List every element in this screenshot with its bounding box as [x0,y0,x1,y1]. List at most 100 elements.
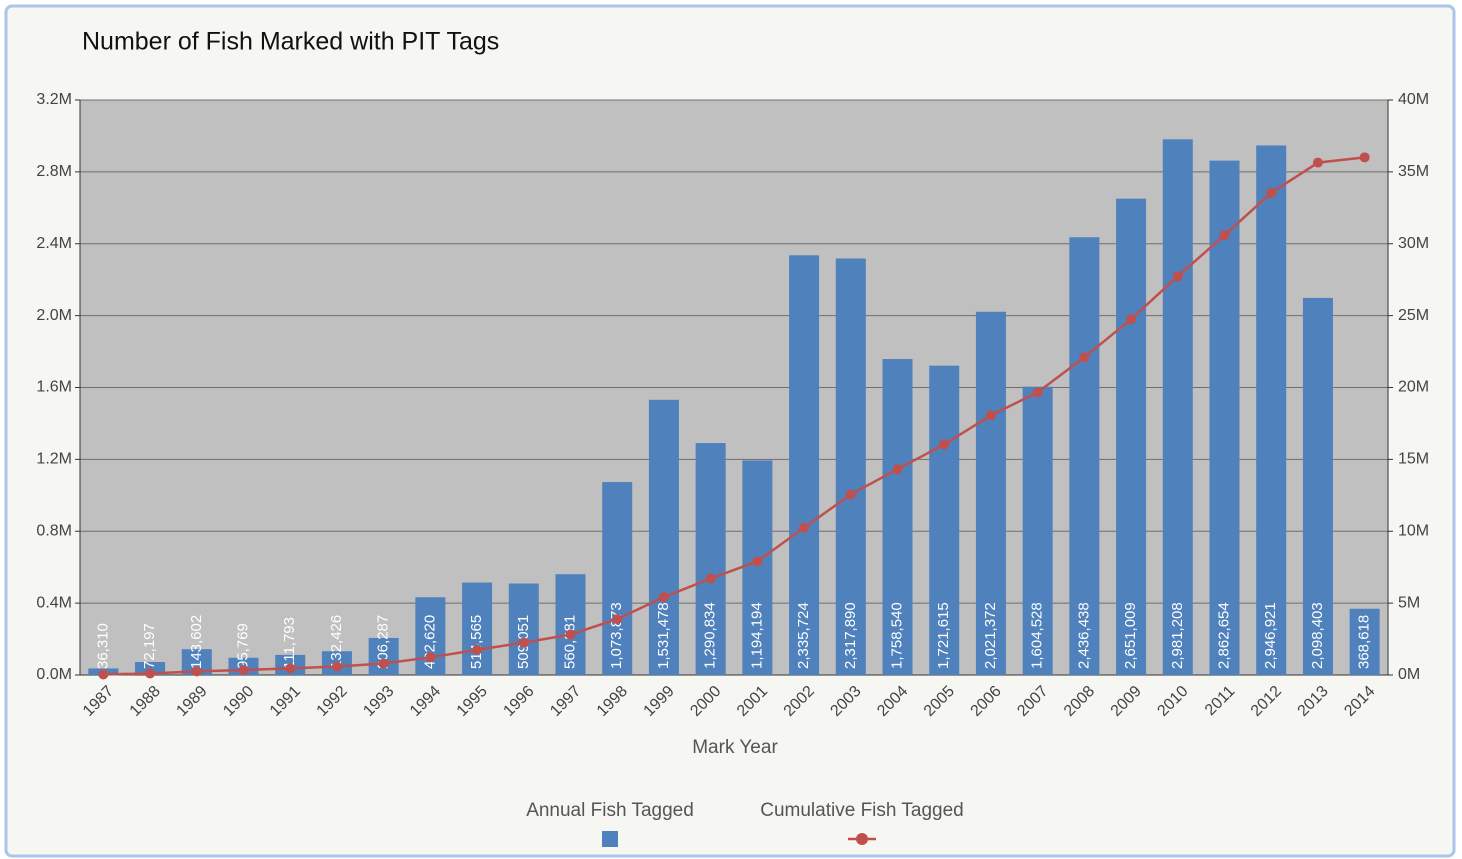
y-tick-label: 2.8M [36,163,72,180]
data-label: 2,317,890 [842,602,859,669]
bar [929,365,960,675]
data-label: 1,290,834 [702,602,719,669]
bar [1116,198,1147,675]
bar [1349,608,1380,675]
legend-swatch [856,833,868,845]
y2-tick-label: 5M [1398,594,1420,611]
point [378,658,389,669]
y2-tick-label: 15M [1398,451,1429,468]
point [799,522,810,533]
point [285,663,296,674]
point [565,629,576,640]
data-label: 72,197 [141,623,158,669]
data-label: 1,194,194 [748,602,765,669]
y2-tick-label: 0M [1398,666,1420,683]
bar [835,258,866,675]
bar [1256,145,1287,676]
line [103,156,1365,676]
legend-label: Annual Fish Tagged [526,800,694,821]
y2-tick-label: 30M [1398,235,1429,252]
chart-title: Number of Fish Marked with PIT Tags [82,28,499,56]
point [472,644,483,655]
point [939,439,950,450]
point [1126,314,1137,325]
point [145,668,156,679]
y-tick-label: 2.4M [36,235,72,252]
bar [1162,139,1193,675]
y-tick-label: 3.2M [36,91,72,108]
bar [648,399,679,675]
data-label: 1,073,873 [608,602,625,669]
point [985,410,996,421]
data-label: 2,862,654 [1215,602,1232,669]
y2-tick-label: 35M [1398,163,1429,180]
point [1359,152,1370,163]
y-tick-label: 0.0M [36,666,72,683]
bar [975,311,1006,675]
bar [1302,297,1333,675]
data-label: 111,793 [281,617,298,669]
bar [508,583,539,675]
y2-tick-label: 20M [1398,379,1429,396]
data-label: 2,098,403 [1309,602,1326,669]
point [612,614,623,625]
bar [368,637,399,675]
data-label: 1,531,478 [655,602,672,669]
point [425,652,436,663]
y2-tick-label: 25M [1398,307,1429,324]
data-label: 1,604,528 [1029,602,1046,669]
point [331,661,342,672]
point [1312,157,1323,168]
point [98,669,109,680]
data-label: 2,021,372 [982,602,999,669]
point [845,489,856,500]
data-label: 560,881 [561,615,578,669]
bar [789,255,820,675]
y-tick-label: 2.0M [36,307,72,324]
data-label: 368,618 [1356,615,1373,669]
y2-tick-label: 10M [1398,522,1429,539]
data-label: 514,565 [468,615,485,669]
bar [1022,386,1053,675]
y-tick-label: 1.2M [36,451,72,468]
bar [1209,160,1240,676]
y-tick-label: 0.4M [36,594,72,611]
data-label: 206,287 [375,615,392,669]
bar [602,482,633,675]
point [1032,387,1043,398]
x-axis-label: Mark Year [692,737,778,758]
data-label: 2,651,009 [1122,602,1139,669]
point [1219,230,1230,241]
bar [555,574,586,675]
bar [882,359,913,675]
data-label: 132,426 [328,615,345,669]
point [518,637,529,648]
data-label: 95,769 [234,623,251,669]
point [191,666,202,677]
point [892,464,903,475]
y-tick-label: 1.6M [36,379,72,396]
data-label: 2,335,724 [795,602,812,669]
bar [462,582,493,675]
bar [742,460,773,675]
data-label: 1,721,615 [935,602,952,669]
bar [695,443,726,675]
legend-label: Cumulative Fish Tagged [760,800,963,821]
data-label: 36,310 [94,623,111,669]
point [658,592,669,603]
data-label: 2,981,208 [1169,602,1186,669]
point [705,573,716,584]
bar [1069,237,1100,675]
point [238,664,249,675]
data-label: 2,436,438 [1075,602,1092,669]
point [1079,352,1090,363]
legend-swatch [602,831,618,847]
y-tick-label: 0.8M [36,522,72,539]
point [1172,271,1183,282]
point [1266,187,1277,198]
data-label: 2,946,921 [1262,602,1279,669]
data-label: 143,602 [188,615,205,669]
data-label: 1,758,540 [888,602,905,669]
y2-tick-label: 40M [1398,91,1429,108]
